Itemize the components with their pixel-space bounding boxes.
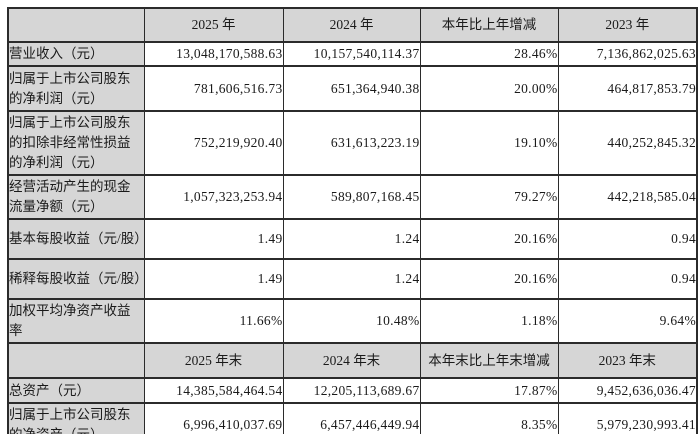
cell-2024: 10.48%: [282, 298, 421, 344]
cell-2024: 589,807,168.45: [282, 174, 421, 220]
table-row-net-assets: 归属于上市公司股东的净资产（元） 6,996,410,037.69 6,457,…: [7, 402, 698, 434]
cell-2023: 7,136,862,025.63: [557, 41, 698, 67]
table-row-weighted-avg-roe: 加权平均净资产收益率 11.66% 10.48% 1.18% 9.64%: [7, 298, 698, 344]
cell-change: 17.87%: [419, 377, 559, 404]
header-2025-end: 2025 年末: [143, 342, 284, 379]
header-row-annual: 2025 年 2024 年 本年比上年增减 2023 年: [7, 7, 698, 43]
cell-change: 20.16%: [419, 258, 559, 300]
header-blank-cell: [7, 7, 145, 43]
cell-2023: 5,979,230,993.41: [557, 402, 698, 434]
table-row-revenue: 营业收入（元） 13,048,170,588.63 10,157,540,114…: [7, 41, 698, 67]
row-label: 加权平均净资产收益率: [7, 298, 145, 344]
row-label: 基本每股收益（元/股）: [7, 218, 145, 260]
cell-2024: 1.24: [282, 258, 421, 300]
header-row-period-end: 2025 年末 2024 年末 本年末比上年末增减 2023 年末: [7, 342, 698, 379]
cell-2024: 12,205,113,689.67: [282, 377, 421, 404]
header-end-change: 本年末比上年末增减: [419, 342, 559, 379]
row-label: 经营活动产生的现金流量净额（元）: [7, 174, 145, 220]
table-row-net-profit: 归属于上市公司股东的净利润（元） 781,606,516.73 651,364,…: [7, 65, 698, 112]
header-2025: 2025 年: [143, 7, 284, 43]
row-label: 归属于上市公司股东的净资产（元）: [7, 402, 145, 434]
row-label: 总资产（元）: [7, 377, 145, 404]
cell-2024: 651,364,940.38: [282, 65, 421, 112]
cell-2023: 0.94: [557, 218, 698, 260]
cell-change: 19.10%: [419, 110, 559, 176]
header-2024-end: 2024 年末: [282, 342, 421, 379]
row-label: 营业收入（元）: [7, 41, 145, 67]
cell-2024: 631,613,223.19: [282, 110, 421, 176]
cell-2025: 1.49: [143, 258, 284, 300]
cell-2023: 9,452,636,036.47: [557, 377, 698, 404]
header-2023: 2023 年: [557, 7, 698, 43]
table-row-diluted-eps: 稀释每股收益（元/股） 1.49 1.24 20.16% 0.94: [7, 258, 698, 300]
cell-2025: 13,048,170,588.63: [143, 41, 284, 67]
cell-change: 20.00%: [419, 65, 559, 112]
cell-change: 8.35%: [419, 402, 559, 434]
cell-2025: 781,606,516.73: [143, 65, 284, 112]
header-blank-cell: [7, 342, 145, 379]
cell-change: 1.18%: [419, 298, 559, 344]
cell-2023: 442,218,585.04: [557, 174, 698, 220]
cell-2025: 1.49: [143, 218, 284, 260]
header-yoy-change: 本年比上年增减: [419, 7, 559, 43]
cell-2025: 6,996,410,037.69: [143, 402, 284, 434]
row-label: 归属于上市公司股东的扣除非经常性损益的净利润（元）: [7, 110, 145, 176]
financial-summary-table: 2025 年 2024 年 本年比上年增减 2023 年 营业收入（元） 13,…: [7, 7, 698, 434]
cell-2025: 11.66%: [143, 298, 284, 344]
cell-2023: 9.64%: [557, 298, 698, 344]
cell-2025: 14,385,584,464.54: [143, 377, 284, 404]
row-label: 稀释每股收益（元/股）: [7, 258, 145, 300]
table-row-net-profit-deducted: 归属于上市公司股东的扣除非经常性损益的净利润（元） 752,219,920.40…: [7, 110, 698, 176]
table-row-operating-cash-flow: 经营活动产生的现金流量净额（元） 1,057,323,253.94 589,80…: [7, 174, 698, 220]
cell-change: 79.27%: [419, 174, 559, 220]
cell-2023: 0.94: [557, 258, 698, 300]
header-2023-end: 2023 年末: [557, 342, 698, 379]
cell-2025: 752,219,920.40: [143, 110, 284, 176]
row-label: 归属于上市公司股东的净利润（元）: [7, 65, 145, 112]
cell-2023: 440,252,845.32: [557, 110, 698, 176]
cell-2024: 6,457,446,449.94: [282, 402, 421, 434]
cell-change: 20.16%: [419, 218, 559, 260]
cell-2024: 10,157,540,114.37: [282, 41, 421, 67]
cell-2023: 464,817,853.79: [557, 65, 698, 112]
table-row-total-assets: 总资产（元） 14,385,584,464.54 12,205,113,689.…: [7, 377, 698, 404]
cell-change: 28.46%: [419, 41, 559, 67]
table-row-basic-eps: 基本每股收益（元/股） 1.49 1.24 20.16% 0.94: [7, 218, 698, 260]
cell-2024: 1.24: [282, 218, 421, 260]
cell-2025: 1,057,323,253.94: [143, 174, 284, 220]
header-2024: 2024 年: [282, 7, 421, 43]
